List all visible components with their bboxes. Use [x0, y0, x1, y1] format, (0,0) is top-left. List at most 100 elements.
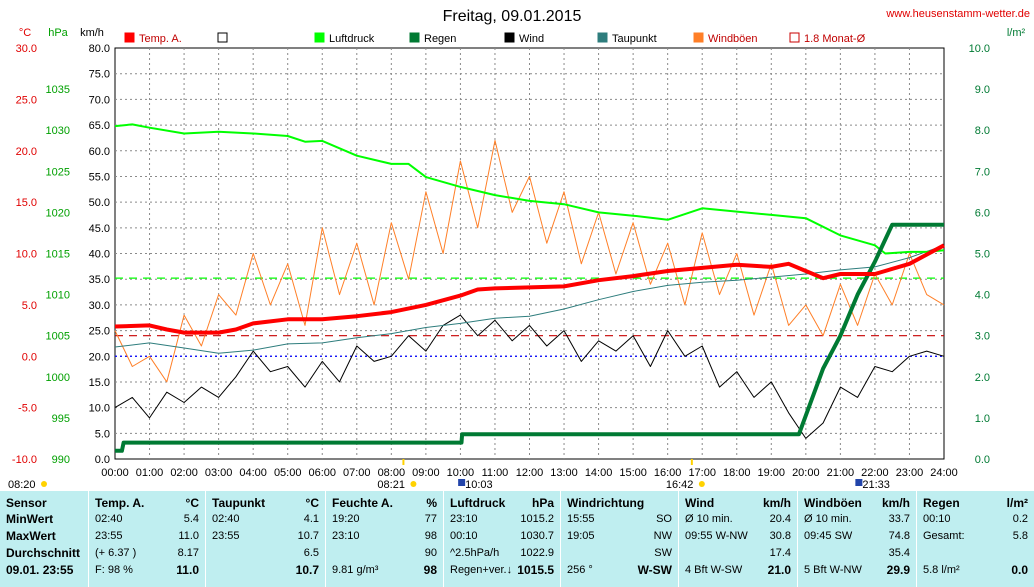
rain-tick-label: 9.0 [975, 84, 990, 96]
table-cell-value: SO [656, 513, 672, 525]
chart-title: Freitag, 09.01.2015 [443, 8, 582, 25]
table-header: Windböen km/h [798, 495, 916, 511]
event-icon [458, 479, 466, 486]
sun-icon [41, 481, 47, 487]
table-cell-label: 19:05 [567, 530, 595, 542]
table-header-unit: °C [185, 496, 199, 510]
table-cell-value: 1030.7 [520, 530, 554, 542]
table-cell-label: 256 ° [567, 564, 593, 576]
table-header-unit: °C [305, 496, 319, 510]
table-cell-value: 74.8 [888, 530, 910, 542]
rain-tick-label: 2.0 [975, 372, 990, 384]
time-marker-label: 08:21 [377, 479, 405, 491]
wind-axis-label: km/h [80, 27, 104, 39]
table-row: 19:05 NW [561, 528, 678, 544]
table-row: 10.7 [206, 562, 325, 578]
table-cell-value: 4.1 [303, 513, 319, 525]
table-cell-value: 30.8 [769, 530, 791, 542]
legend-swatch [504, 32, 515, 43]
x-tick-label: 12:00 [516, 467, 544, 479]
table-cell-label: 09:45 SW [804, 530, 853, 542]
x-tick-label: 06:00 [308, 467, 336, 479]
table-cell-value: 35.4 [888, 547, 910, 559]
x-tick-label: 16:00 [654, 467, 682, 479]
series-luftdruck [114, 123, 945, 255]
x-tick-label: 17:00 [688, 467, 716, 479]
x-tick-label: 18:00 [723, 467, 751, 479]
table-row: 23:10 1015.2 [444, 511, 560, 527]
table-cell-value: 0.0 [1011, 563, 1028, 577]
table-row: 35.4 [798, 545, 916, 561]
table-cell-label: MinWert [6, 512, 54, 526]
rain-tick-label: 4.0 [975, 290, 990, 302]
table-cell-label: 00:10 [923, 513, 951, 525]
table-header-label: Taupunkt [212, 496, 266, 510]
table-row: Durchschnitt [0, 545, 88, 561]
table-row: 09.01. 23:55 [0, 562, 88, 578]
table-cell-label: 9.81 g/m³ [332, 564, 379, 576]
table-header: Regen l/m² [917, 495, 1034, 511]
table-cell-value: W-SW [637, 563, 672, 577]
table-row: 9.81 g/m³ 98 [326, 562, 443, 578]
rain-tick-label: 5.0 [975, 249, 990, 261]
sun-icon [698, 481, 705, 487]
table-cell-value: 98 [423, 563, 437, 577]
legend-swatch [314, 32, 325, 43]
table-header-label: Temp. A. [95, 496, 145, 510]
legend-swatch [693, 32, 704, 43]
table-cell-label: Gesamt: [923, 530, 965, 542]
legend-item: Windböen [693, 32, 758, 45]
table-row: 17.4 [679, 545, 797, 561]
table-row: Ø 10 min. 33.7 [798, 511, 916, 527]
wind-tick-label: 55.0 [89, 171, 110, 183]
legend-label: Regen [424, 33, 456, 45]
source-label[interactable]: www.heusenstamm-wetter.de [885, 8, 1030, 20]
wind-tick-label: 40.0 [89, 249, 110, 261]
table-cell-value: 0.2 [1012, 513, 1028, 525]
axis-ticks: 30.0 25.0 20.0 15.0 10.0 5.0 0.0 -5.0 -10.0 1035 1… [12, 43, 990, 479]
time-marker-label: 21:33 [862, 479, 890, 491]
x-tick-label: 13:00 [550, 467, 578, 479]
table-header-unit: km/h [762, 496, 791, 510]
table-cell-label: ^2.5hPa/h [450, 547, 500, 559]
table-cell-value: 1015.5 [517, 563, 554, 577]
wind-tick-label: 0.0 [95, 454, 110, 466]
x-tick-label: 02:00 [170, 467, 198, 479]
table-column-windrichtung: Windrichtung 15:55 SO 19:05 NW SW 256 ° W-SW [560, 491, 678, 587]
legend-item: Wind [504, 32, 544, 45]
table-row: 23:55 10.7 [206, 528, 325, 544]
reference-lines [115, 277, 944, 357]
pressure-tick-label: 1000 [46, 372, 70, 384]
table-cell-value: 11.0 [176, 563, 199, 577]
temp-tick-label: 25.0 [16, 94, 37, 106]
wind-tick-label: 20.0 [89, 351, 110, 363]
x-tick-label: 14:00 [585, 467, 613, 479]
table-header-label: Regen [923, 496, 960, 510]
table-cell-label: MaxWert [6, 529, 56, 543]
temp-tick-label: -10.0 [12, 454, 37, 466]
table-cell-label: Ø 10 min. [804, 513, 852, 525]
legend-swatch [789, 32, 800, 43]
table-row: F: 98 % 11.0 [89, 562, 205, 578]
x-tick-label: 20:00 [792, 467, 820, 479]
table-cell-label: (+ 6.37 ) [95, 547, 137, 559]
temp-tick-label: 5.0 [22, 300, 37, 312]
wind-tick-label: 65.0 [89, 120, 110, 132]
pressure-tick-label: 1030 [46, 125, 70, 137]
legend-label: Windböen [708, 33, 758, 45]
x-tick-label: 24:00 [930, 467, 958, 479]
table-header: Windrichtung [561, 495, 678, 511]
wind-tick-label: 25.0 [89, 326, 110, 338]
rain-axis-label: l/m² [1007, 27, 1026, 39]
temp-tick-label: 15.0 [16, 197, 37, 209]
legend-item: Taupunkt [597, 32, 657, 45]
table-row: 23:10 98 [326, 528, 443, 544]
chart-legend: Temp. A. Luftdruck Regen Wind Taupunkt Windbö… [124, 32, 866, 45]
table-row: Regen+ver.↓ 1015.5 [444, 562, 560, 578]
pressure-tick-label: 1025 [46, 166, 70, 178]
table-row: ^2.5hPa/h 1022.9 [444, 545, 560, 561]
x-tick-label: 15:00 [619, 467, 647, 479]
table-cell-label: 4 Bft W-SW [685, 564, 743, 576]
pressure-tick-label: 1035 [46, 84, 70, 96]
